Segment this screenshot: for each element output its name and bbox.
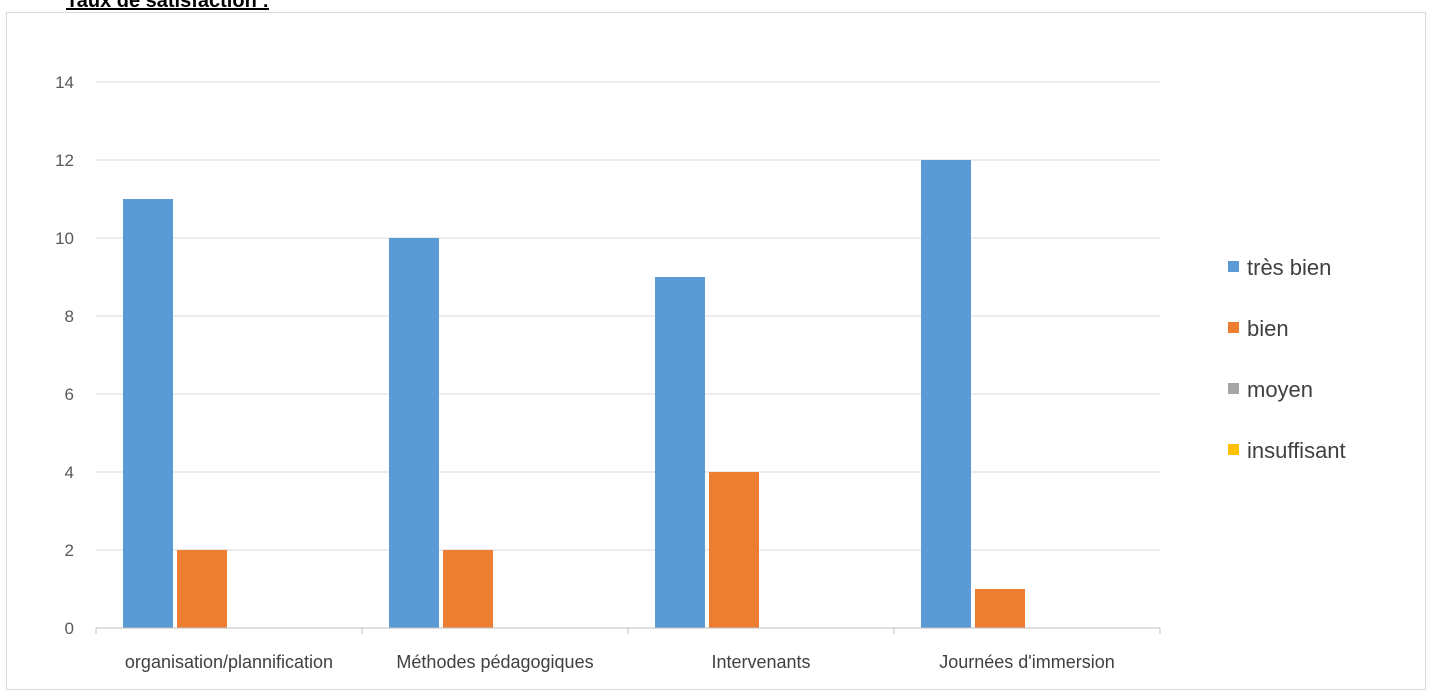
y-tick-label: 8 [65, 307, 74, 326]
x-category-label: organisation/plannification [125, 652, 333, 672]
legend-swatch [1228, 444, 1239, 455]
legend-label: très bien [1247, 255, 1331, 280]
y-tick-label: 0 [65, 619, 74, 638]
legend: très bien bien moyen insuffisant [1228, 255, 1346, 463]
y-axis-tick-labels: 0 2 4 6 8 10 12 14 [55, 73, 74, 638]
bar-3-1 [975, 589, 1025, 628]
legend-label: bien [1247, 316, 1289, 341]
x-category-label: Journées d'immersion [939, 652, 1115, 672]
legend-swatch [1228, 261, 1239, 272]
y-tick-label: 14 [55, 73, 74, 92]
legend-swatch [1228, 383, 1239, 394]
gridlines [96, 81, 1160, 551]
x-axis-category-labels: organisation/plannification Méthodes péda… [125, 652, 1115, 672]
bar-1-1 [443, 550, 493, 628]
legend-label: moyen [1247, 377, 1313, 402]
y-tick-label: 12 [55, 151, 74, 170]
legend-label: insuffisant [1247, 438, 1346, 463]
x-category-label: Intervenants [711, 652, 810, 672]
bar-0-0 [123, 199, 173, 628]
x-category-label: Méthodes pédagogiques [396, 652, 593, 672]
bar-2-1 [709, 472, 759, 628]
x-axis [95, 627, 1161, 634]
bars [123, 160, 1025, 628]
bar-3-0 [921, 160, 971, 628]
bar-0-1 [177, 550, 227, 628]
legend-swatch [1228, 322, 1239, 333]
y-tick-label: 4 [65, 463, 74, 482]
page-heading: Taux de satisfaction : [66, 0, 270, 12]
bar-1-0 [389, 238, 439, 628]
y-tick-label: 2 [65, 541, 74, 560]
y-tick-label: 6 [65, 385, 74, 404]
y-tick-label: 10 [55, 229, 74, 248]
bar-2-0 [655, 277, 705, 628]
